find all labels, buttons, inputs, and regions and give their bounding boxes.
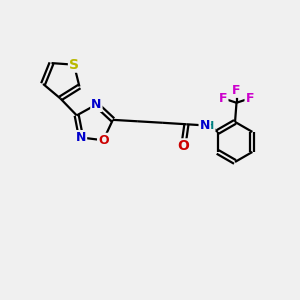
Text: H: H [206, 121, 214, 131]
Text: N: N [200, 119, 210, 132]
Text: F: F [219, 92, 227, 105]
Text: F: F [245, 92, 254, 105]
Text: F: F [232, 84, 241, 97]
Text: O: O [98, 134, 109, 147]
Text: N: N [76, 131, 86, 144]
Text: O: O [178, 139, 189, 153]
Text: S: S [69, 58, 79, 72]
Text: N: N [91, 98, 102, 111]
